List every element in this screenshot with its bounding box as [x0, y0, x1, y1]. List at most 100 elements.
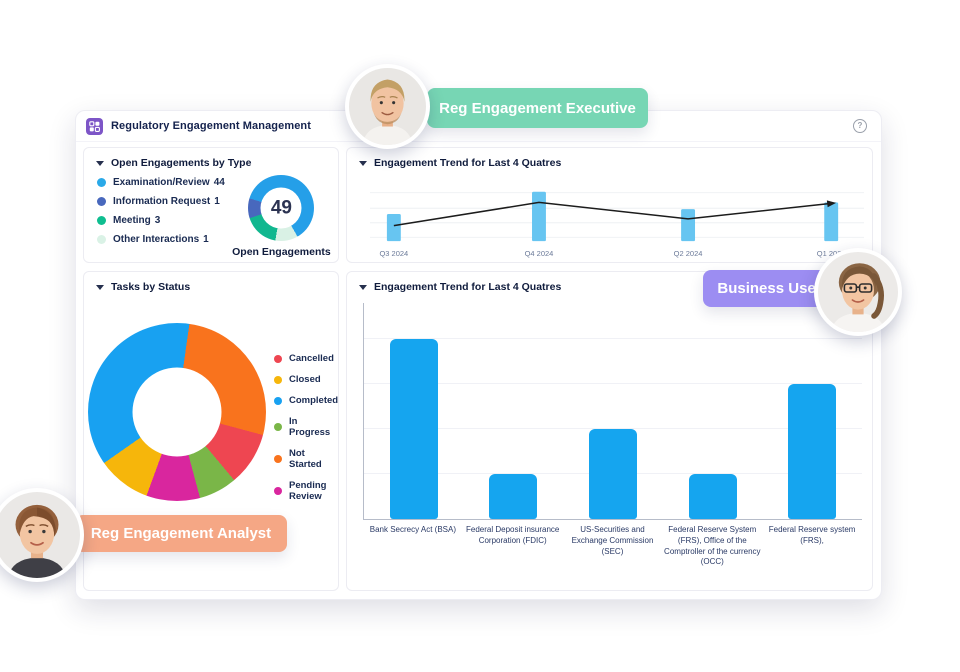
x-axis-tick-label: Q3 2024 — [379, 249, 409, 258]
legend-label: Other Interactions — [113, 234, 200, 245]
bar-slot — [762, 303, 862, 519]
legend-item[interactable]: Examination/Review 44 — [97, 177, 225, 188]
legend-item[interactable]: Information Request 1 — [97, 196, 225, 207]
legend-label: Examination/Review — [113, 177, 210, 188]
panel-trend-line-header[interactable]: Engagement Trend for Last 4 Quatres — [347, 148, 872, 173]
analyst-persona-badge: Reg Engagement Analyst — [75, 515, 287, 552]
executive-avatar-photo — [349, 68, 426, 145]
card-header: Regulatory Engagement Management ? — [76, 111, 881, 142]
legend-count: 1 — [214, 196, 220, 207]
legend-dot-icon — [97, 197, 106, 206]
bar[interactable] — [588, 429, 637, 519]
panel-tasks-body: Cancelled Closed Completed In Progress Not S… — [84, 297, 338, 512]
trend-combo-chart[interactable] — [370, 183, 864, 247]
app-logo-icon — [86, 117, 103, 135]
open-engagements-legend: Examination/Review 44 Information Request 1… — [84, 173, 225, 258]
bar-slot — [464, 303, 564, 519]
tasks-donut[interactable] — [88, 323, 266, 501]
legend-dot-icon — [274, 455, 282, 463]
bar-slot — [663, 303, 763, 519]
legend-dot-icon — [274, 423, 282, 431]
panel-trend-bars-body: Bank Secrecy Act (BSA) Federal Deposit in… — [347, 297, 872, 568]
trend-bars-categories: Bank Secrecy Act (BSA) Federal Deposit in… — [363, 525, 862, 568]
open-engagements-donut-column: 49 Open Engagements — [225, 173, 338, 258]
category-label: Bank Secrecy Act (BSA) — [369, 525, 457, 534]
open-engagements-donut[interactable]: 49 — [248, 175, 315, 241]
legend-item[interactable]: In Progress — [274, 416, 338, 438]
legend-dot-icon — [274, 354, 282, 363]
category-label-slot: US-Securities and Exchange Commission (S… — [563, 525, 663, 568]
donut-hole: 49 — [260, 187, 302, 229]
trend-bars-row — [364, 303, 862, 519]
open-engagements-caption: Open Engagements — [232, 246, 331, 258]
category-label-slot: Bank Secrecy Act (BSA) — [363, 525, 463, 568]
collapse-caret-icon[interactable] — [359, 161, 367, 166]
legend-dot-icon — [97, 216, 106, 225]
x-axis-tick-label: Q1 2024 — [816, 249, 846, 258]
panel-title: Engagement Trend for Last 4 Quatres — [374, 281, 562, 293]
legend-item[interactable]: Meeting 3 — [97, 215, 225, 226]
collapse-caret-icon[interactable] — [359, 285, 367, 290]
legend-item[interactable]: Closed — [274, 374, 338, 385]
gridline — [364, 338, 862, 339]
bar[interactable] — [688, 474, 737, 519]
legend-dot-icon — [97, 178, 106, 187]
category-label: Federal Reserve System (FRS), Office of … — [664, 525, 761, 567]
analyst-avatar-photo — [0, 492, 80, 578]
gridline — [364, 428, 862, 429]
legend-label: Information Request — [113, 196, 211, 207]
legend-count: 44 — [213, 177, 225, 188]
category-label: Federal Deposit insurance Corporation (F… — [466, 525, 560, 545]
panel-trend-bars-header[interactable]: Engagement Trend for Last 4 Quatres — [347, 272, 872, 297]
business-user-avatar — [814, 248, 902, 336]
legend-dot-icon — [274, 396, 282, 405]
legend-count: 3 — [154, 215, 161, 226]
legend-item[interactable]: Not Started — [274, 448, 338, 470]
legend-item[interactable]: Pending Review — [274, 480, 338, 502]
gridline — [364, 383, 862, 384]
legend-dot-icon — [274, 487, 282, 495]
donut-hole — [132, 367, 222, 457]
bar[interactable] — [788, 384, 837, 519]
trend-bars-plot[interactable] — [363, 303, 862, 520]
category-label: Federal Reserve system (FRS), — [768, 525, 856, 545]
legend-count: 1 — [203, 234, 209, 245]
panel-title: Open Engagements by Type — [111, 157, 252, 169]
x-axis-tick-label: Q4 2024 — [524, 249, 554, 258]
panel-tasks-header[interactable]: Tasks by Status — [84, 272, 338, 297]
panel-title: Engagement Trend for Last 4 Quatres — [374, 157, 562, 169]
dashboard-grid: Open Engagements by Type Examination/Rev… — [83, 147, 873, 591]
panel-open-engagements: Open Engagements by Type Examination/Rev… — [83, 147, 339, 263]
trend-combo-xlabels: Q3 2024 Q4 2024 Q2 2024 Q1 2024 — [370, 249, 864, 261]
legend-item[interactable]: Other Interactions 1 — [97, 234, 225, 245]
legend-item[interactable]: Cancelled — [274, 353, 338, 364]
collapse-caret-icon[interactable] — [96, 161, 104, 166]
bar[interactable] — [389, 339, 438, 519]
executive-persona-badge: Reg Engagement Executive — [427, 88, 648, 128]
legend-item[interactable]: Completed — [274, 395, 338, 406]
legend-label: Completed — [289, 395, 339, 406]
help-icon[interactable]: ? — [853, 119, 867, 133]
panel-trend-bars: Engagement Trend for Last 4 Quatres Bank… — [346, 271, 873, 591]
legend-label: Meeting — [113, 215, 151, 226]
bar[interactable] — [489, 474, 538, 519]
panel-trend-line: Engagement Trend for Last 4 Quatres Q3 2… — [346, 147, 873, 263]
bar-slot — [364, 303, 464, 519]
open-engagements-total: 49 — [270, 197, 292, 218]
executive-avatar — [345, 64, 430, 149]
panel-title: Tasks by Status — [111, 281, 191, 293]
legend-label: In Progress — [289, 416, 331, 438]
legend-label: Not Started — [289, 448, 322, 470]
category-label: US-Securities and Exchange Commission (S… — [571, 525, 654, 556]
collapse-caret-icon[interactable] — [96, 285, 104, 290]
category-label-slot: Federal Reserve System (FRS), Office of … — [662, 525, 762, 568]
page-title: Regulatory Engagement Management — [111, 120, 312, 132]
x-axis-tick-label: Q2 2024 — [673, 249, 703, 258]
panel-open-engagements-header[interactable]: Open Engagements by Type — [84, 148, 338, 173]
legend-dot-icon — [97, 235, 106, 244]
business-user-persona-badge: Business User — [703, 270, 836, 307]
category-label-slot: Federal Reserve system (FRS), — [762, 525, 862, 568]
category-label-slot: Federal Deposit insurance Corporation (F… — [463, 525, 563, 568]
analyst-avatar — [0, 488, 84, 582]
